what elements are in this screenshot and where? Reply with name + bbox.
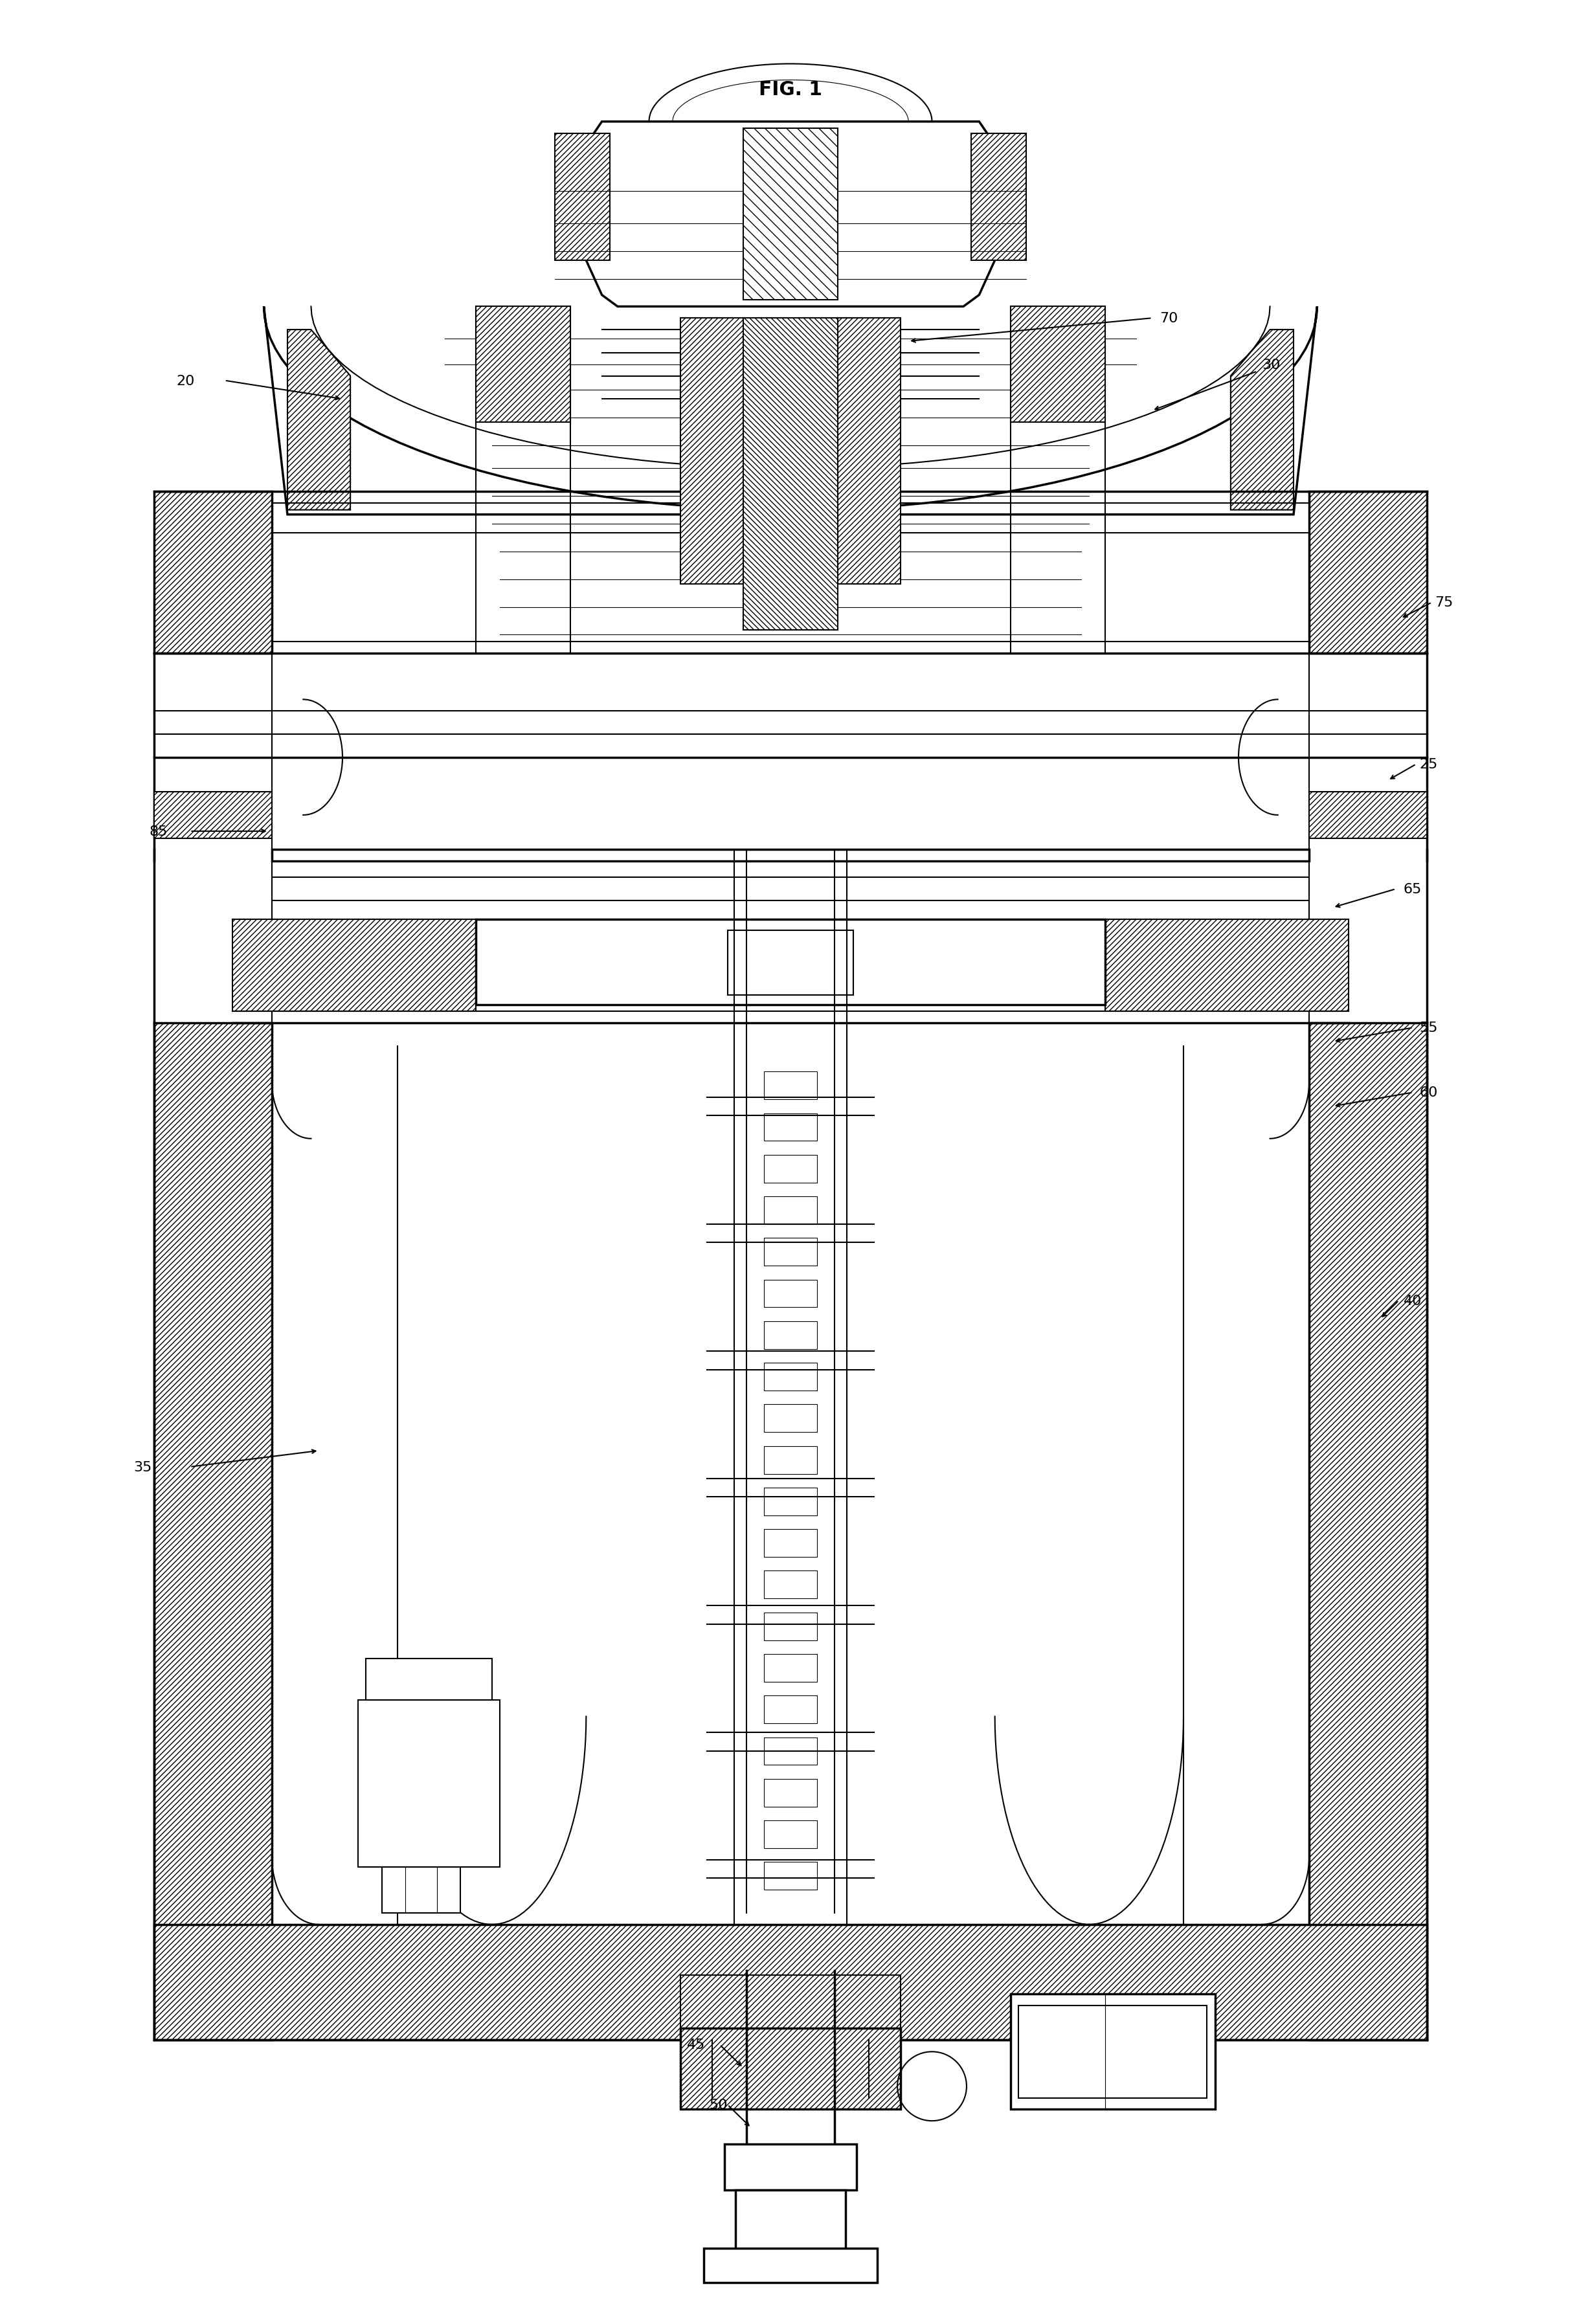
Polygon shape [664, 135, 917, 295]
Polygon shape [476, 307, 571, 423]
Polygon shape [1010, 1994, 1214, 2110]
Polygon shape [764, 1364, 817, 1390]
Polygon shape [587, 123, 994, 307]
Polygon shape [764, 1820, 817, 1848]
Polygon shape [680, 1975, 901, 2040]
Polygon shape [764, 1155, 817, 1183]
Polygon shape [764, 1738, 817, 1766]
Polygon shape [704, 2247, 877, 2282]
Polygon shape [153, 1023, 272, 2040]
Polygon shape [153, 1924, 1428, 2040]
Polygon shape [764, 1446, 817, 1473]
Polygon shape [971, 135, 1026, 260]
Polygon shape [264, 307, 1317, 516]
Polygon shape [555, 135, 610, 260]
Polygon shape [1309, 493, 1428, 653]
Polygon shape [764, 1571, 817, 1599]
Text: 55: 55 [1420, 1023, 1437, 1034]
Polygon shape [288, 330, 351, 511]
Polygon shape [764, 1197, 817, 1225]
Polygon shape [764, 1862, 817, 1889]
Text: 75: 75 [1436, 597, 1453, 609]
Polygon shape [743, 318, 838, 630]
Text: 85: 85 [149, 825, 168, 839]
Polygon shape [764, 1404, 817, 1432]
Polygon shape [764, 1113, 817, 1141]
Polygon shape [764, 1697, 817, 1724]
Text: 50: 50 [708, 2099, 727, 2110]
Polygon shape [232, 920, 476, 1011]
Polygon shape [764, 1655, 817, 1683]
Polygon shape [359, 1701, 500, 1866]
Text: 25: 25 [1420, 758, 1437, 772]
Polygon shape [1309, 792, 1428, 839]
Polygon shape [764, 1529, 817, 1557]
Polygon shape [724, 2145, 857, 2189]
Polygon shape [1018, 2006, 1206, 2099]
Polygon shape [764, 1071, 817, 1099]
Polygon shape [153, 792, 272, 839]
Text: 45: 45 [688, 2038, 705, 2052]
Polygon shape [764, 1487, 817, 1515]
Polygon shape [1309, 1023, 1428, 2040]
Polygon shape [680, 318, 743, 583]
Polygon shape [153, 493, 272, 653]
Polygon shape [743, 130, 838, 300]
Polygon shape [764, 1322, 817, 1350]
Polygon shape [272, 851, 1309, 862]
Polygon shape [764, 1281, 817, 1308]
Polygon shape [764, 1778, 817, 1806]
Text: 40: 40 [1404, 1294, 1421, 1306]
Text: 70: 70 [1160, 311, 1178, 325]
Polygon shape [764, 1613, 817, 1641]
Polygon shape [727, 932, 854, 995]
Polygon shape [367, 1659, 492, 1701]
Text: FIG. 1: FIG. 1 [759, 81, 822, 100]
Text: 35: 35 [134, 1459, 152, 1473]
Text: 30: 30 [1262, 358, 1281, 372]
Polygon shape [381, 1866, 460, 1913]
Text: 20: 20 [175, 374, 194, 388]
Polygon shape [838, 318, 901, 583]
Polygon shape [476, 920, 1105, 1004]
Polygon shape [764, 1239, 817, 1267]
Polygon shape [680, 2029, 901, 2110]
Text: 65: 65 [1404, 883, 1421, 895]
Polygon shape [1105, 920, 1349, 1011]
Polygon shape [1230, 330, 1293, 511]
Polygon shape [1010, 307, 1105, 423]
Text: 60: 60 [1420, 1085, 1437, 1099]
Polygon shape [735, 2189, 846, 2259]
